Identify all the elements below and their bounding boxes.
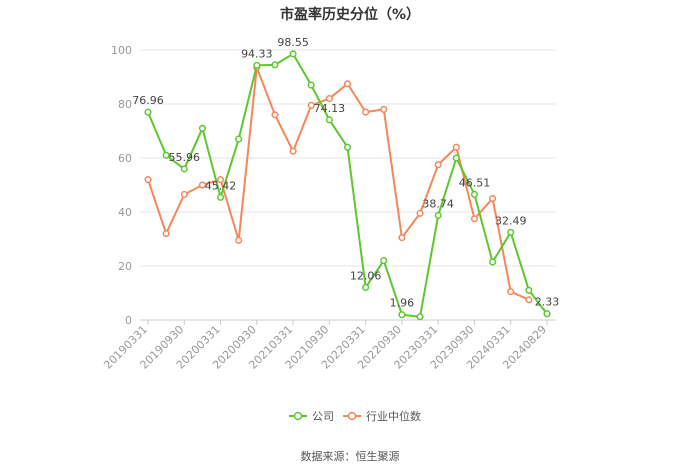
legend[interactable]: 公司 行业中位数 <box>289 409 421 423</box>
data-point <box>380 105 388 113</box>
data-labels: 76.96 55.96 45.42 94.33 98.55 74.13 12.06 1.96 3… <box>132 36 559 310</box>
legend-item-0[interactable]: 公司 <box>289 410 334 423</box>
data-point <box>307 101 315 109</box>
data-point <box>416 313 424 321</box>
data-point <box>489 194 497 203</box>
source-note: 数据来源：恒生聚源 <box>301 449 400 463</box>
data-point <box>198 124 206 132</box>
data-label: 76.96 <box>132 94 164 107</box>
legend-label: 公司 <box>312 410 334 423</box>
data-point <box>216 193 225 201</box>
data-point <box>470 190 479 198</box>
data-point <box>416 209 424 217</box>
data-point <box>289 147 297 155</box>
data-label: 12.06 <box>350 269 382 282</box>
data-point <box>307 81 315 89</box>
data-label: 55.96 <box>169 151 201 164</box>
data-point <box>525 286 533 294</box>
data-point <box>253 61 261 69</box>
data-point <box>343 143 352 151</box>
data-label: 94.33 <box>241 47 273 60</box>
data-point <box>271 61 279 69</box>
data-point <box>434 161 442 169</box>
legend-marker <box>347 411 357 421</box>
data-point <box>452 143 460 151</box>
data-point <box>235 236 243 244</box>
data-label: 46.51 <box>459 176 491 189</box>
data-point <box>144 176 152 184</box>
legend-marker <box>293 411 303 421</box>
data-label: 1.96 <box>390 297 415 310</box>
data-point <box>434 211 442 219</box>
data-point <box>470 215 479 223</box>
data-point <box>289 50 297 58</box>
data-label: 45.42 <box>205 179 237 192</box>
data-point <box>162 151 170 159</box>
y-tick-label: 60 <box>118 152 132 165</box>
data-point <box>398 234 406 242</box>
data-point <box>216 176 225 184</box>
data-point <box>325 116 333 124</box>
legend-label: 行业中位数 <box>366 409 421 423</box>
data-label: 98.55 <box>277 36 309 49</box>
data-point <box>507 228 515 236</box>
data-point <box>525 296 533 304</box>
series-layer <box>144 50 551 321</box>
data-label: 38.74 <box>422 197 454 210</box>
data-point <box>452 154 460 162</box>
series-line-1 <box>147 67 530 301</box>
chart-title: 市盈率历史分位（%） <box>280 6 420 23</box>
data-point <box>543 310 551 318</box>
y-tick-label: 0 <box>125 314 132 327</box>
data-point <box>180 190 188 198</box>
y-tick-label: 40 <box>118 206 132 219</box>
data-point <box>162 230 170 238</box>
data-label: 32.49 <box>495 214 527 227</box>
data-point <box>362 283 370 291</box>
data-point <box>507 288 515 296</box>
data-point <box>380 257 388 265</box>
data-point <box>235 135 243 143</box>
data-point <box>343 80 352 88</box>
y-tick-label: 100 <box>111 44 132 57</box>
data-point <box>398 311 406 319</box>
data-point <box>198 181 206 189</box>
legend-item-1[interactable]: 行业中位数 <box>343 409 421 423</box>
data-label: 74.13 <box>314 102 346 115</box>
data-point <box>144 108 152 116</box>
data-point <box>362 108 370 116</box>
y-axis-ticks: 0 20 40 60 80 100 <box>111 44 132 327</box>
data-point <box>271 111 279 119</box>
data-point <box>489 258 497 266</box>
x-axis: 2019033120190930202003312020093020210331… <box>101 320 549 372</box>
y-tick-label: 80 <box>118 98 132 111</box>
data-point <box>325 95 333 103</box>
data-point <box>180 165 188 173</box>
y-tick-label: 20 <box>118 260 132 273</box>
data-label: 2.33 <box>535 296 560 309</box>
